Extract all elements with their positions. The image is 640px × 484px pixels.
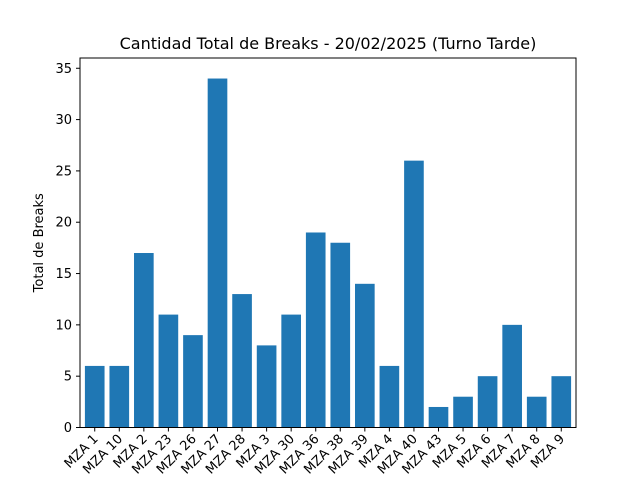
bar-mza-28 (232, 294, 252, 428)
y-tick-label: 35 (55, 62, 72, 77)
bar-mza-26 (183, 335, 203, 428)
chart-title: Cantidad Total de Breaks - 20/02/2025 (T… (120, 34, 537, 53)
bar-mza-9 (551, 376, 572, 428)
y-tick-label: 0 (64, 421, 72, 436)
bar-mza-36 (305, 232, 326, 428)
bar-mza-27 (207, 78, 228, 428)
bar-mza-2 (134, 253, 154, 428)
y-tick-label: 20 (55, 216, 72, 231)
bar-mza-6 (477, 376, 498, 428)
bar-mza-5 (453, 396, 473, 428)
bar-mza-10 (109, 365, 130, 428)
y-axis-label: Total de Breaks (32, 193, 47, 293)
y-tick-label: 30 (55, 113, 72, 128)
bar-mza-40 (404, 160, 424, 428)
bar-mza-4 (379, 365, 400, 428)
plot-frame (79, 57, 577, 428)
y-axis: 0 5 10 15 20 25 30 35 (55, 62, 80, 436)
y-tick-label: 10 (55, 318, 72, 333)
bar-mza-30 (281, 314, 301, 428)
bar-mza-38 (330, 242, 351, 428)
plot-bars (84, 78, 572, 428)
y-tick-label: 25 (55, 164, 72, 179)
y-tick-label: 15 (55, 267, 72, 282)
bar-mza-3 (256, 345, 277, 428)
y-tick-label: 5 (64, 370, 72, 385)
bar-mza-43 (428, 406, 449, 428)
bar-mza-7 (502, 324, 522, 428)
bar-mza-23 (158, 314, 179, 428)
bar-mza-39 (355, 283, 375, 428)
bar-mza-8 (526, 396, 547, 428)
bar-mza-1 (84, 365, 105, 428)
